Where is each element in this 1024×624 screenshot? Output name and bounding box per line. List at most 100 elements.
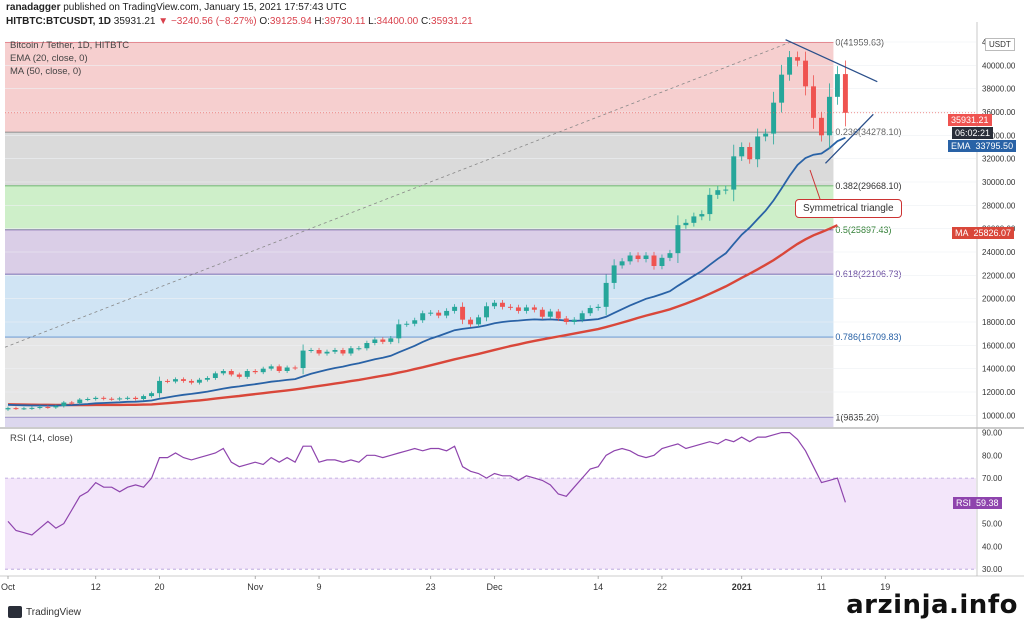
candle-body <box>547 311 553 317</box>
candle-body <box>228 371 234 375</box>
candle-body <box>308 350 314 351</box>
candle-body <box>85 399 91 400</box>
candle-body <box>460 306 466 320</box>
candle-body <box>21 408 27 410</box>
tradingview-logo[interactable]: TradingView <box>8 606 81 618</box>
ema-tag-name: EMA <box>951 141 971 151</box>
candle-body <box>739 147 745 157</box>
rsi-line <box>7 432 846 536</box>
symbol: HITBTC:BTCUSDT, 1D <box>6 16 111 27</box>
price-tick-label: 22000.00 <box>982 271 1016 280</box>
ema-price-tag: EMA 33795.50 <box>948 140 1017 152</box>
candle-body <box>61 402 67 406</box>
time-tick-label: 11 <box>817 582 826 592</box>
open-label: O: <box>259 16 270 27</box>
annotation-pointer <box>809 169 821 200</box>
publish-line: ranadagger published on TradingView.com,… <box>6 2 347 13</box>
rsi-tick-label: 90.00 <box>982 429 1003 438</box>
candle-body <box>93 397 99 399</box>
candle-body <box>284 367 290 371</box>
watermark: arzinja.info <box>846 590 1018 620</box>
candle-body <box>53 406 59 408</box>
close-label: C: <box>421 16 432 27</box>
candle-body <box>236 374 242 377</box>
tradingview-icon <box>8 606 22 618</box>
candle-body <box>499 302 505 307</box>
candle-body <box>37 406 43 408</box>
candle-body <box>125 397 131 399</box>
candle-body <box>356 348 362 350</box>
candle-body <box>818 117 824 136</box>
legend-ma: MA (50, close, 0) <box>10 66 82 77</box>
ema20-line <box>7 136 846 407</box>
candle-body <box>611 265 617 283</box>
open-value: 39125.94 <box>269 16 312 27</box>
candle-body <box>5 408 11 410</box>
price-tick-label: 20000.00 <box>982 295 1016 304</box>
candle-body <box>173 379 178 382</box>
current-price-tag: 35931.21 <box>948 114 992 126</box>
candle-body <box>452 306 458 311</box>
candle-body <box>707 194 713 215</box>
time-tick-label: 20 <box>155 582 165 592</box>
candle-body <box>826 96 832 136</box>
candle-body <box>268 366 274 369</box>
countdown-tag: 06:02:21 <box>952 127 994 139</box>
candle-body <box>803 60 808 87</box>
rsi-tick-label: 50.00 <box>982 520 1003 529</box>
candle-body <box>643 255 649 259</box>
rsi-tick-label: 70.00 <box>982 474 1003 483</box>
price-tick-label: 14000.00 <box>982 365 1016 374</box>
time-tick-label: 22 <box>657 582 667 592</box>
candle-body <box>747 147 753 160</box>
candle-body <box>165 380 170 382</box>
candle-body <box>141 396 147 399</box>
rsi-tick-label: 80.00 <box>982 451 1003 460</box>
candle-body <box>675 225 681 254</box>
candle-body <box>188 380 194 383</box>
candle-body <box>29 407 35 409</box>
candle-body <box>292 367 298 369</box>
author: ranadagger <box>6 2 61 13</box>
candle-body <box>300 350 306 369</box>
candle-body <box>149 393 155 397</box>
low-value: 34400.00 <box>376 16 419 27</box>
candle-body <box>101 397 107 399</box>
last-price: 35931.21 <box>113 16 156 27</box>
fib-band <box>5 132 834 186</box>
ema-tag-value: 33795.50 <box>975 141 1014 151</box>
candle-body <box>531 307 537 310</box>
candle-body <box>795 57 801 61</box>
time-tick-label: Oct <box>1 582 16 592</box>
candle-body <box>117 398 123 400</box>
legend-title: Bitcoin / Tether, 1D, HITBTC <box>10 40 130 51</box>
time-tick-label: 23 <box>426 582 436 592</box>
candle-body <box>77 399 83 404</box>
candle-body <box>404 323 410 325</box>
candle-body <box>220 371 226 374</box>
fib-trend-line <box>4 42 790 348</box>
ohlc-line: HITBTC:BTCUSDT, 1D 35931.21 ▼ −3240.56 (… <box>6 16 473 27</box>
candle-body <box>699 214 705 217</box>
candle-body <box>364 343 370 349</box>
currency-label[interactable]: USDT <box>985 38 1015 51</box>
candle-body <box>627 255 633 262</box>
triangle-lower-trendline <box>824 113 874 164</box>
candle-body <box>731 156 737 190</box>
candle-body <box>244 371 250 377</box>
price-tick-label: 38000.00 <box>982 85 1016 94</box>
candle-body <box>715 190 721 195</box>
price-tick-label: 32000.00 <box>982 155 1016 164</box>
price-tick-label: 36000.00 <box>982 108 1016 117</box>
ma50-line <box>7 224 838 407</box>
candle-body <box>492 302 497 307</box>
candle-body <box>133 397 139 399</box>
fib-level-label: 0.5(25897.43) <box>835 225 891 235</box>
fib-band <box>5 42 834 133</box>
candle-body <box>196 379 202 383</box>
candle-body <box>444 310 450 316</box>
pattern-annotation: Symmetrical triangle <box>795 199 902 218</box>
rsi-tag-value: 59.38 <box>976 498 999 508</box>
